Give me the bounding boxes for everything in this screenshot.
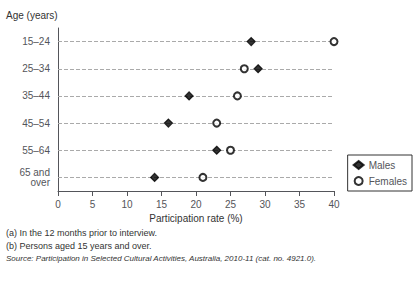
svg-text:25–34: 25–34 bbox=[22, 63, 50, 74]
svg-text:Age (years): Age (years) bbox=[6, 10, 58, 21]
svg-text:65 and: 65 and bbox=[19, 166, 50, 178]
svg-text:Participation rate (%): Participation rate (%) bbox=[149, 213, 242, 224]
svg-text:45–54: 45–54 bbox=[22, 118, 50, 129]
svg-text:15–24: 15–24 bbox=[22, 36, 50, 47]
svg-text:40: 40 bbox=[328, 199, 340, 210]
svg-text:Females: Females bbox=[369, 176, 407, 187]
svg-text:25: 25 bbox=[225, 199, 237, 210]
svg-text:35–44: 35–44 bbox=[22, 90, 50, 101]
svg-text:(b) Persons aged 15 years and: (b) Persons aged 15 years and over. bbox=[6, 241, 152, 251]
svg-text:Males: Males bbox=[369, 160, 396, 171]
svg-text:(a) In the 12 months prior to: (a) In the 12 months prior to interview. bbox=[6, 228, 157, 238]
svg-text:0: 0 bbox=[55, 199, 61, 210]
svg-text:30: 30 bbox=[259, 199, 271, 210]
svg-text:35: 35 bbox=[294, 199, 306, 210]
svg-text:Source: Participation in Selec: Source: Participation in Selected Cultur… bbox=[6, 254, 316, 263]
svg-text:20: 20 bbox=[190, 199, 202, 210]
svg-text:over: over bbox=[31, 177, 51, 188]
svg-text:10: 10 bbox=[121, 199, 133, 210]
svg-text:15: 15 bbox=[156, 199, 168, 210]
svg-text:5: 5 bbox=[90, 199, 96, 210]
svg-text:55–64: 55–64 bbox=[22, 145, 50, 156]
